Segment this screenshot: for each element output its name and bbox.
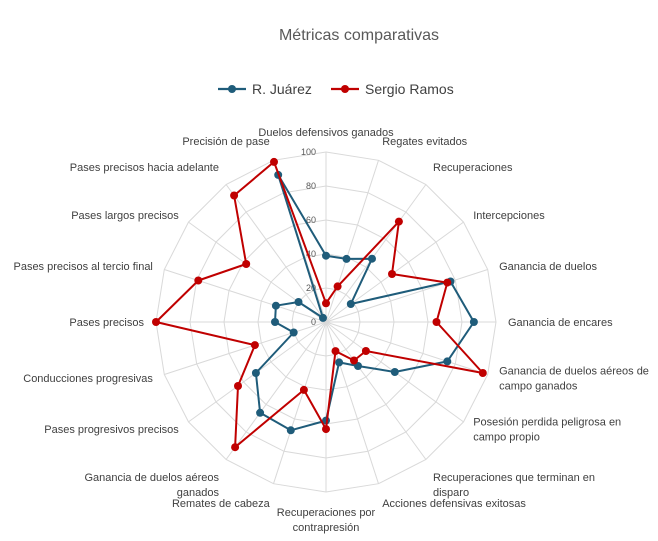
category-label: Ganancia de encares: [508, 317, 613, 329]
category-label: campo propio: [473, 432, 540, 444]
data-point: [256, 408, 265, 417]
category-label: ganados: [177, 487, 220, 499]
data-point: [271, 301, 280, 310]
category-label: Precisión de pase: [182, 136, 269, 148]
data-point: [322, 425, 330, 434]
legend-marker-r-juarez: [228, 85, 236, 93]
data-point: [388, 270, 396, 278]
category-label: Pases precisos: [69, 317, 144, 329]
category-label: Recuperaciones por: [277, 507, 376, 519]
category-label: campo ganados: [499, 381, 578, 393]
data-point: [322, 251, 330, 260]
category-label: Ganancia de duelos aéreos de: [499, 366, 649, 378]
category-label: disparo: [433, 487, 469, 499]
data-point: [230, 191, 239, 200]
series-layer: [152, 157, 487, 452]
grid-spoke: [325, 321, 379, 484]
grid-spoke: [225, 321, 327, 460]
data-point: [432, 318, 441, 326]
data-point: [234, 382, 242, 390]
data-point: [294, 298, 303, 306]
tick-label: 100: [301, 147, 316, 157]
legend-item-sergio-ramos: Sergio Ramos: [331, 81, 454, 97]
category-label: Recuperaciones: [433, 162, 513, 174]
grid-spoke: [164, 321, 327, 375]
data-point: [443, 278, 452, 287]
category-label: Acciones defensivas exitosas: [382, 498, 526, 510]
legend: R. Juárez Sergio Ramos: [218, 81, 454, 97]
legend-label-r-juarez: R. Juárez: [252, 81, 312, 97]
category-label: Recuperaciones que terminan en: [433, 472, 595, 484]
category-label: Posesión perdida peligrosa en: [473, 417, 621, 429]
series-0: [251, 170, 478, 435]
radar-grid: [155, 151, 497, 493]
data-point: [322, 299, 330, 308]
data-point: [331, 347, 340, 356]
data-point: [271, 318, 279, 326]
data-point: [443, 357, 452, 366]
data-point: [394, 217, 403, 226]
category-label: Intercepciones: [473, 210, 545, 222]
data-point: [319, 313, 327, 322]
data-point: [335, 358, 344, 367]
data-point: [342, 254, 351, 263]
category-label: Ganancia de duelos aéreos: [84, 472, 219, 484]
category-label: Ganancia de duelos: [499, 261, 597, 273]
data-point: [368, 254, 376, 263]
category-label: Pases precisos hacia adelante: [70, 162, 219, 174]
radial-tick-labels: 0 20 40 60 80 100: [301, 147, 316, 327]
data-point: [231, 443, 240, 452]
chart-title: Métricas comparativas: [279, 27, 439, 44]
category-label: Pases progresivos precisos: [44, 424, 179, 436]
data-point: [361, 347, 370, 355]
data-point: [250, 341, 259, 350]
grid-spoke: [325, 321, 427, 460]
data-point: [194, 276, 203, 285]
grid-spoke: [325, 184, 427, 323]
data-point: [289, 328, 298, 337]
data-point: [251, 369, 260, 377]
category-label: Pases precisos al tercio final: [13, 261, 152, 273]
data-point: [270, 157, 278, 166]
tick-label: 0: [311, 317, 316, 327]
grid-spoke: [325, 269, 488, 323]
data-point: [346, 300, 355, 308]
grid-spoke: [325, 321, 488, 375]
tick-label: 80: [306, 181, 316, 191]
category-label: contrapresión: [293, 522, 360, 534]
data-point: [299, 385, 308, 394]
category-label: Regates evitados: [382, 136, 467, 148]
data-point: [242, 260, 251, 268]
tick-label: 20: [306, 283, 316, 293]
category-label: Remates de cabeza: [172, 498, 271, 510]
legend-label-sergio-ramos: Sergio Ramos: [365, 81, 454, 97]
tick-label: 40: [306, 249, 316, 259]
legend-marker-sergio-ramos: [341, 85, 349, 93]
data-point: [478, 369, 487, 377]
grid-spoke: [325, 160, 379, 323]
data-point: [354, 362, 362, 370]
legend-item-r-juarez: R. Juárez: [218, 81, 312, 97]
data-point: [286, 426, 295, 435]
grid-spoke: [273, 321, 327, 484]
series-1: [152, 157, 487, 452]
category-label: Conducciones progresivas: [23, 373, 153, 385]
category-label: Duelos defensivos ganados: [258, 127, 394, 139]
grid-spoke: [225, 184, 327, 323]
data-point: [390, 368, 399, 376]
data-point: [350, 356, 358, 365]
data-point: [333, 282, 342, 291]
category-label: Pases largos precisos: [71, 210, 179, 222]
data-point: [152, 318, 160, 326]
data-point: [469, 318, 478, 326]
tick-label: 60: [306, 215, 316, 225]
grid-spoke: [164, 269, 327, 323]
